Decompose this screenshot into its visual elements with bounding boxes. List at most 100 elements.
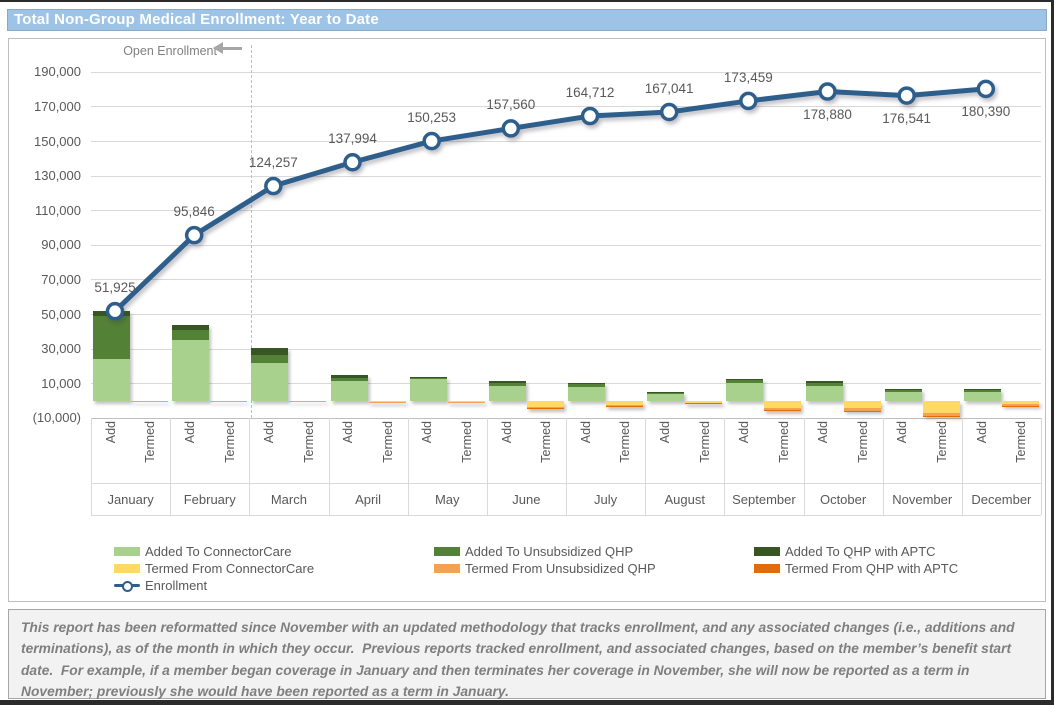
- add-segment: [726, 380, 764, 383]
- gridline: [91, 279, 1041, 281]
- legend-swatch-icon: [114, 563, 140, 573]
- legend-item-added-to-qhp-with-aptc: Added To QHP with APTC: [754, 543, 936, 559]
- open-enrollment-label: Open Enrollment: [123, 44, 217, 58]
- add-segment: [884, 392, 922, 401]
- termed-segment: [922, 401, 960, 414]
- termed-bar-march: [289, 401, 327, 403]
- enrollment-point: [184, 225, 204, 245]
- termed-segment: [447, 401, 485, 403]
- add-segment: [488, 385, 526, 401]
- enrollment-point: [818, 82, 837, 101]
- enrollment-point: [897, 86, 916, 105]
- arrow-head: [213, 42, 224, 54]
- gridline: [91, 244, 1041, 246]
- add-segment: [963, 389, 1001, 392]
- chart-title-bar: Total Non-Group Medical Enrollment: Year…: [7, 9, 1047, 31]
- legend-label: Added To QHP with APTC: [785, 543, 936, 559]
- termed-segment: [685, 401, 723, 403]
- legend-label: Added To Unsubsidized QHP: [465, 543, 634, 559]
- legend-swatch-icon: [754, 546, 780, 556]
- category-cell-border: [91, 418, 92, 516]
- gridline: [91, 348, 1041, 350]
- termed-bar-september: [764, 401, 802, 411]
- add-segment: [251, 355, 289, 363]
- add-segment: [172, 340, 210, 401]
- enrollment-value-label: 178,880: [803, 106, 852, 122]
- y-axis-tick-label: (10,000): [32, 410, 81, 426]
- category-cell-border: [249, 418, 251, 516]
- y-axis-tick-label: 10,000: [41, 375, 81, 391]
- month-label-april: April: [355, 492, 382, 508]
- enrollment-point: [501, 119, 521, 138]
- add-bar-september: [726, 378, 764, 401]
- enrollment-value-label: 137,994: [328, 131, 377, 147]
- open-enrollment-divider: [251, 45, 253, 419]
- y-axis-tick-label: 130,000: [34, 168, 81, 184]
- legend-item-termed-from-qhp-with-aptc: Termed From QHP with APTC: [754, 560, 958, 576]
- termed-bar-november: [922, 401, 960, 417]
- add-segment: [330, 377, 368, 382]
- legend-swatch-icon: [434, 563, 460, 573]
- legend-label: Added To ConnectorCare: [145, 543, 292, 559]
- add-segment: [251, 362, 289, 401]
- month-label-march: March: [270, 492, 307, 508]
- termed-segment: [843, 408, 881, 411]
- add-segment: [647, 392, 685, 395]
- category-cell-border: [882, 418, 884, 516]
- termed-segment: [764, 401, 802, 409]
- termed-segment: [526, 406, 564, 409]
- add-segment: [884, 389, 922, 392]
- add-segment: [805, 382, 843, 387]
- termed-segment: [210, 401, 248, 402]
- add-bar-february: [172, 324, 210, 401]
- add-segment: [488, 381, 526, 383]
- category-cell-border: [170, 418, 172, 516]
- add-bar-december: [963, 388, 1001, 401]
- legend-item-termed-from-connectorcare: Termed From ConnectorCare: [114, 560, 314, 576]
- add-segment: [805, 381, 843, 383]
- termed-segment: [526, 408, 564, 409]
- add-segment: [93, 316, 130, 360]
- category-cell-border: [961, 418, 963, 516]
- y-axis-tick-label: 110,000: [34, 202, 81, 218]
- add-segment: [568, 382, 605, 385]
- termed-segment: [764, 408, 802, 411]
- gridline: [91, 314, 1041, 315]
- add-segment: [568, 384, 605, 387]
- y-axis-tick-label: 50,000: [41, 306, 81, 322]
- enrollment-legend-marker-icon: [114, 579, 140, 592]
- add-segment: [647, 394, 685, 401]
- termed-bar-may: [447, 401, 485, 403]
- open-enrollment-arrow-icon: [213, 42, 243, 55]
- arrow-shaft: [222, 47, 243, 50]
- legend-label: Enrollment: [145, 577, 208, 593]
- termed-bar-february: [210, 401, 248, 402]
- termed-segment: [289, 401, 327, 403]
- termed-segment: [606, 404, 643, 407]
- termed-segment: [843, 401, 881, 409]
- termed-bar-june: [526, 401, 564, 409]
- termed-segment: [131, 401, 168, 402]
- month-label-december: December: [971, 492, 1032, 508]
- add-segment: [330, 375, 368, 378]
- methodology-note-box: This report has been reformatted since N…: [8, 609, 1046, 699]
- month-label-may: May: [434, 492, 460, 508]
- add-segment: [568, 386, 605, 401]
- legend-label: Termed From QHP with APTC: [785, 560, 959, 576]
- legend-item-added-to-connectorcare: Added To ConnectorCare: [114, 543, 291, 559]
- month-label-november: November: [892, 492, 953, 508]
- category-cell-border: [645, 418, 647, 516]
- add-segment: [330, 381, 368, 401]
- add-segment: [93, 359, 130, 401]
- add-bar-october: [805, 381, 843, 401]
- month-label-june: June: [512, 492, 541, 508]
- add-segment: [884, 388, 922, 390]
- enrollment-chart: 190,000 170,000 150,000 130,000 110,000 90,00…: [8, 38, 1046, 602]
- add-segment: [726, 382, 764, 401]
- add-segment: [805, 386, 843, 401]
- category-cell-border: [1041, 418, 1042, 516]
- enrollment-value-label: 167,041: [644, 81, 694, 97]
- enrollment-value-label: 51,925: [94, 280, 136, 296]
- add-segment: [409, 376, 447, 378]
- month-label-july: July: [594, 492, 618, 508]
